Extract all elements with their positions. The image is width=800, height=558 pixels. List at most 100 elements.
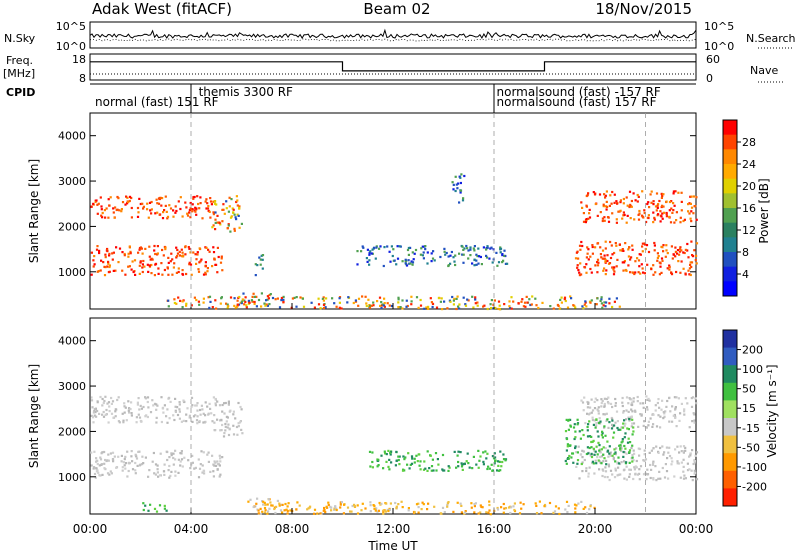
velocity-cell: [600, 448, 603, 451]
power-cell: [664, 255, 667, 258]
power-cell: [422, 257, 425, 260]
power-cell: [489, 247, 492, 250]
velocity-cell: [611, 473, 614, 476]
velocity-cell: [693, 421, 696, 424]
velocity-cell: [101, 404, 104, 407]
velocity-cell: [218, 404, 222, 407]
velocity-cell: [426, 450, 429, 453]
power-cell: [204, 273, 207, 276]
velocity-cell: [218, 464, 221, 467]
velocity-cell: [684, 446, 687, 449]
velocity-cell: [693, 469, 696, 472]
velocity-cell: [504, 459, 507, 462]
velocity-cell: [478, 459, 481, 462]
power-cell: [230, 215, 233, 218]
velocity-cell: [630, 398, 633, 401]
power-cell: [142, 205, 145, 208]
velocity-cell: [183, 456, 186, 459]
velocity-cell: [142, 462, 145, 465]
velocity-cell: [122, 461, 125, 464]
velocity-cell: [582, 433, 585, 437]
velocity-cell: [630, 401, 634, 404]
power-cell: [615, 265, 618, 268]
power-cell: [223, 212, 226, 215]
velocity-cell: [636, 400, 639, 403]
power-cell: [140, 247, 143, 250]
velocity-cell: [598, 417, 601, 420]
power-cell: [499, 246, 502, 249]
power-ytick-label: 4000: [58, 130, 86, 143]
power-cell: [182, 255, 185, 258]
power-cell: [558, 307, 561, 310]
velocity-cell: [461, 468, 464, 471]
velocity-cell: [684, 397, 687, 400]
power-cell: [225, 302, 228, 305]
velocity-cell: [625, 478, 628, 481]
velocity-cell: [676, 445, 679, 448]
velocity-cell: [662, 411, 665, 414]
velocity-cell: [652, 447, 655, 450]
velocity-cell: [213, 421, 216, 424]
velocity-cell: [130, 401, 133, 404]
power-cell: [382, 304, 385, 307]
power-cell: [108, 252, 111, 255]
power-cell: [501, 254, 504, 257]
power-cell: [647, 216, 650, 220]
velocity-cell: [117, 420, 120, 423]
power-cell: [453, 260, 456, 263]
velocity-cell: [678, 419, 681, 422]
velocity-cell: [643, 449, 646, 452]
velocity-ytick-label: 2000: [58, 425, 86, 438]
power-cell: [456, 187, 459, 190]
power-cell: [610, 202, 613, 205]
velocity-cell: [658, 406, 661, 409]
power-cell: [142, 259, 145, 263]
velocity-cell: [369, 504, 372, 507]
velocity-cell: [182, 419, 185, 422]
velocity-cell: [669, 410, 672, 413]
power-cell: [410, 295, 413, 298]
velocity-cell: [401, 506, 404, 509]
power-cell: [266, 298, 269, 301]
power-cell: [604, 196, 607, 199]
power-cell: [692, 195, 695, 198]
velocity-cell: [146, 415, 149, 419]
velocity-cell: [632, 477, 635, 481]
power-cell: [638, 212, 641, 215]
velocity-cell: [580, 500, 583, 503]
velocity-cell: [136, 403, 139, 406]
velocity-cell: [159, 452, 162, 455]
power-cell: [407, 259, 410, 262]
velocity-cell: [147, 406, 150, 409]
power-cell: [93, 255, 96, 258]
power-cell: [90, 205, 93, 208]
velocity-cell: [620, 426, 623, 429]
velocity-cell: [620, 447, 623, 450]
velocity-cell: [565, 462, 568, 465]
power-cell: [390, 304, 394, 308]
velocity-cell: [577, 502, 580, 505]
power-cell: [213, 257, 216, 260]
power-panel-frame: [89, 112, 697, 310]
velocity-cell: [92, 421, 95, 424]
velocity-cell: [482, 451, 485, 454]
power-cell: [397, 298, 400, 301]
power-cell: [668, 215, 671, 218]
power-cell: [238, 207, 241, 210]
velocity-cell: [202, 412, 205, 415]
power-cell: [524, 305, 527, 308]
velocity-cell: [491, 469, 494, 472]
velocity-cell: [269, 501, 272, 504]
power-cell: [603, 301, 606, 304]
power-cell: [661, 259, 664, 262]
power-cell: [383, 246, 386, 249]
power-cell: [604, 240, 607, 243]
velocity-cell: [614, 453, 617, 456]
velocity-cell: [120, 454, 123, 457]
velocity-cell: [581, 470, 584, 473]
power-cell: [186, 212, 189, 215]
power-cell: [602, 203, 605, 206]
velocity-cell: [398, 455, 401, 458]
velocity-cell: [158, 474, 162, 477]
power-cell: [414, 248, 418, 252]
